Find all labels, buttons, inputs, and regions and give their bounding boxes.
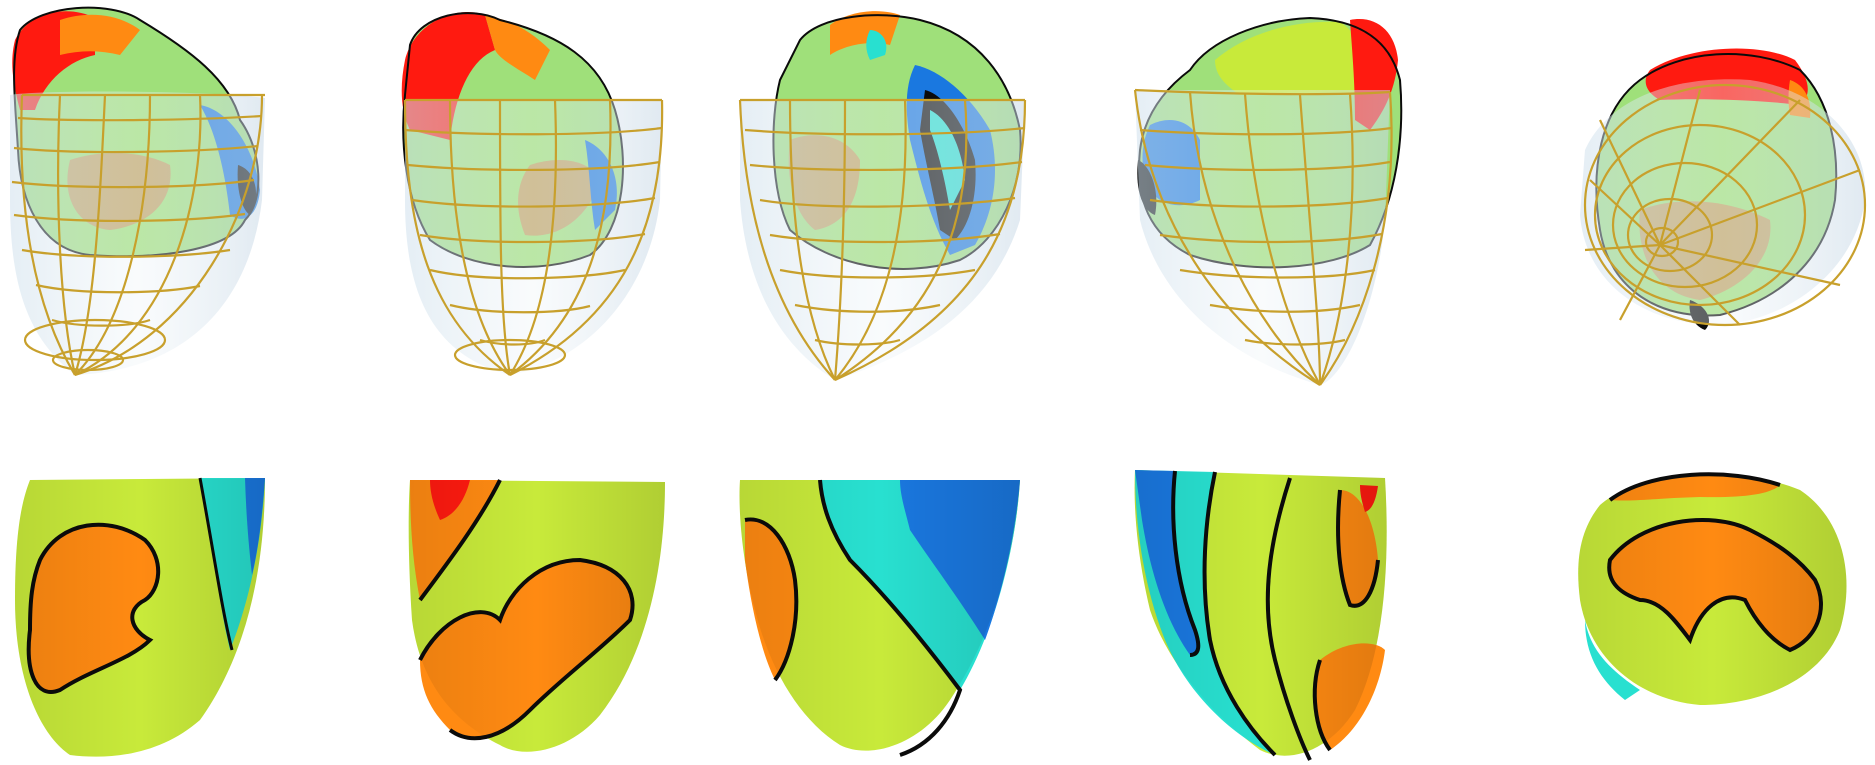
ventricle-view-3 — [739, 479, 1020, 757]
ventricle-view-5 — [1578, 472, 1847, 705]
ventricle-view-1 — [15, 477, 265, 757]
atrium-view-4 — [1133, 16, 1403, 386]
atrium-view-1 — [10, 6, 265, 377]
ventricle-view-2 — [408, 479, 665, 752]
atrium-view-5 — [1580, 48, 1867, 330]
ventricle-view-4 — [1134, 470, 1387, 761]
atrium-view-3 — [738, 11, 1027, 382]
atrium-view-2 — [401, 12, 664, 376]
